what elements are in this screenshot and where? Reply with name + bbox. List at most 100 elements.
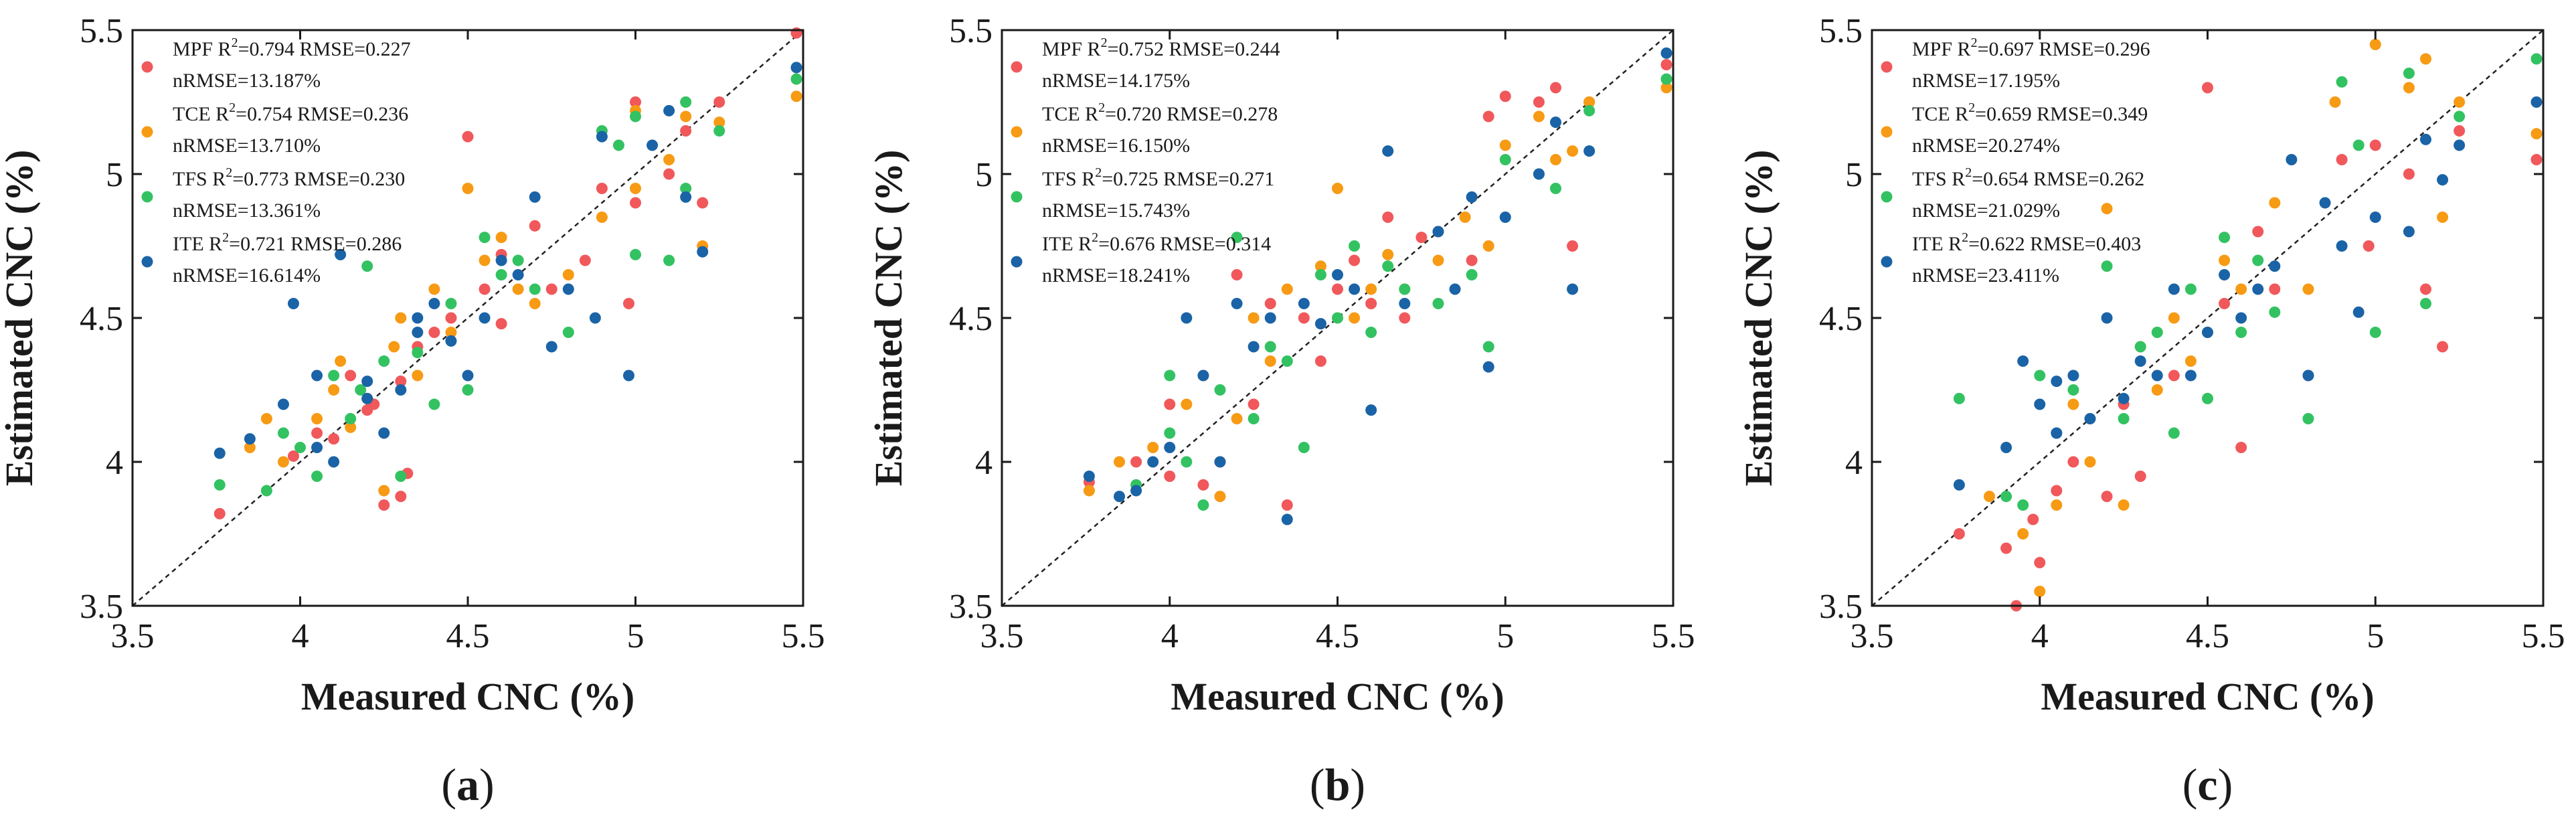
data-point-tfs (713, 125, 725, 137)
legend-marker-ite (1011, 256, 1023, 268)
data-point-tfs (2235, 327, 2247, 338)
data-point-mpf (2051, 485, 2063, 497)
data-point-mpf (2101, 491, 2113, 503)
data-point-tce (335, 355, 347, 367)
y-axis-title: Estimated CNC (%) (1737, 150, 1780, 487)
data-point-mpf (328, 433, 340, 445)
data-point-ite (495, 254, 507, 266)
x-tick-label: 3.5 (1851, 617, 1894, 655)
data-point-tce (2184, 355, 2197, 367)
data-point-mpf (630, 197, 641, 209)
data-point-mpf (1660, 59, 1672, 71)
data-point-mpf (2269, 283, 2281, 295)
data-point-tfs (2101, 260, 2113, 272)
x-axis-title: Measured CNC (%) (1171, 675, 1504, 718)
data-point-ite (1482, 361, 1494, 373)
data-point-mpf (2034, 557, 2046, 568)
data-point-mpf (462, 131, 474, 143)
data-point-ite (680, 191, 692, 203)
data-point-mpf (1281, 499, 1293, 511)
data-point-tfs (562, 327, 574, 338)
data-point-mpf (2235, 442, 2247, 453)
x-tick-label: 5.5 (782, 617, 825, 655)
data-point-ite (1264, 312, 1276, 324)
data-point-tfs (1298, 442, 1310, 453)
data-point-mpf (395, 491, 407, 503)
data-point-tfs (294, 442, 306, 453)
data-point-ite (1083, 471, 1095, 482)
data-point-tce (596, 212, 608, 223)
legend-marker-tce (1011, 126, 1023, 138)
data-point-mpf (697, 197, 709, 209)
data-point-tce (1114, 456, 1126, 468)
legend-marker-mpf (1881, 61, 1893, 73)
y-tick-label: 5.5 (80, 12, 123, 50)
data-point-mpf (2454, 125, 2466, 137)
data-point-tce (1147, 442, 1159, 453)
data-point-tce (1459, 212, 1471, 223)
data-point-ite (1449, 283, 1461, 295)
data-point-ite (277, 398, 289, 410)
legend-marker-tfs (1881, 191, 1893, 203)
legend-stats-tce: TCE R2=0.659 RMSE=0.349 (1912, 100, 2148, 125)
data-point-ite (445, 335, 457, 347)
data-point-mpf (1248, 398, 1260, 410)
data-point-tfs (1382, 260, 1394, 272)
data-point-ite (562, 283, 574, 295)
data-point-tfs (1499, 154, 1511, 165)
data-point-mpf (2000, 542, 2012, 554)
data-point-mpf (479, 283, 491, 295)
data-point-ite (479, 312, 491, 324)
legend-marker-tfs (1011, 191, 1023, 203)
data-point-mpf (630, 96, 641, 108)
data-point-tfs (412, 347, 424, 359)
data-point-tce (395, 312, 407, 324)
y-tick-label: 5 (106, 156, 123, 194)
legend-stats-tfs: TFS R2=0.773 RMSE=0.230 (173, 165, 405, 190)
data-point-tfs (1399, 283, 1411, 295)
data-point-ite (2286, 154, 2298, 165)
data-point-mpf (445, 312, 457, 324)
data-point-mpf (1567, 240, 1579, 252)
data-point-tfs (2269, 306, 2281, 318)
data-point-tfs (680, 96, 692, 108)
data-point-tce (495, 232, 507, 244)
data-point-tce (2219, 254, 2231, 266)
panel-label: (b) (1310, 759, 1365, 810)
legend: MPF R2=0.697 RMSE=0.296 nRMSE=17.195% TCE … (1881, 35, 2150, 286)
data-point-ite (1533, 168, 1545, 180)
data-point-tce (1499, 139, 1511, 151)
data-point-ite (596, 131, 608, 143)
data-point-ite (1432, 226, 1444, 238)
data-point-ite (1953, 479, 1965, 491)
data-point-ite (1549, 116, 1561, 129)
data-point-ite (412, 327, 424, 338)
y-tick-label: 5.5 (1819, 12, 1863, 50)
legend-marker-tfs (141, 191, 153, 203)
data-point-mpf (1197, 479, 1209, 491)
data-point-mpf (1332, 283, 1343, 295)
data-point-tce (562, 269, 574, 280)
data-point-tce (1332, 183, 1343, 194)
data-point-tfs (2168, 427, 2180, 439)
data-point-mpf (622, 298, 634, 309)
data-point-ite (2000, 442, 2012, 453)
data-point-tfs (1248, 413, 1260, 424)
data-point-tce (479, 254, 491, 266)
data-point-tce (345, 421, 357, 433)
data-point-tfs (2403, 68, 2415, 79)
data-point-tfs (213, 479, 226, 491)
data-point-tce (1365, 283, 1377, 295)
data-point-tfs (2184, 283, 2197, 295)
x-axis-title: Measured CNC (%) (301, 675, 634, 718)
data-point-ite (1567, 283, 1579, 295)
data-point-tfs (1583, 104, 1596, 116)
data-point-tce (713, 116, 725, 129)
data-point-ite (2168, 283, 2180, 295)
data-point-tce (378, 485, 390, 497)
data-point-ite (2530, 96, 2543, 108)
data-point-tfs (1314, 269, 1326, 280)
data-point-ite (287, 298, 299, 309)
data-point-tce (1567, 145, 1579, 157)
data-point-tfs (663, 254, 675, 266)
